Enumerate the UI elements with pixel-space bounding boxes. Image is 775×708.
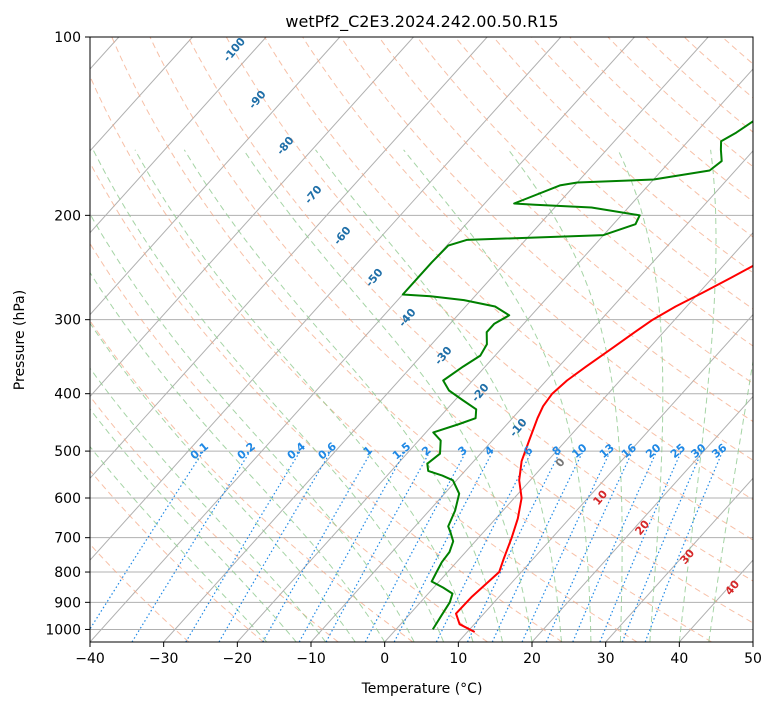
dry-adiabat <box>90 242 488 642</box>
y-tick-label: 800 <box>54 565 81 581</box>
isotherm-line <box>90 37 562 561</box>
moist-adiabat <box>90 271 386 642</box>
moist-adiabat <box>90 367 327 642</box>
isotherm-line <box>90 37 341 316</box>
mixing-ratio-line <box>90 450 204 631</box>
dry-adiabat <box>416 37 753 347</box>
moist-adiabat <box>617 149 664 642</box>
mixing-ratio-line <box>131 450 251 642</box>
y-tick-label: 400 <box>54 387 81 403</box>
x-tick-label: −40 <box>75 651 105 667</box>
dry-adiabat <box>225 37 753 541</box>
y-axis-ticks: 100 200 300 400 500 600 700 800 900 1000 <box>45 30 90 638</box>
chart-title: wetPf2_C2E3.2024.242.00.50.R15 <box>285 12 558 32</box>
isotherm-line <box>90 37 488 480</box>
moist-adiabat <box>508 149 623 642</box>
dry-adiabat <box>340 37 753 423</box>
y-tick-label: 100 <box>54 30 81 46</box>
y-axis-label: Pressure (hPa) <box>12 290 28 390</box>
moist-adiabat <box>90 408 297 642</box>
isotherm-line <box>90 37 635 642</box>
dry-adiabat <box>607 37 753 168</box>
dry-adiabat <box>187 37 753 582</box>
y-tick-label: 600 <box>54 491 81 507</box>
mixing-ratio-line <box>364 450 467 642</box>
mixing-ratio-line <box>325 450 431 642</box>
plot-frame <box>89 36 754 643</box>
mixing-ratio-line <box>545 450 634 642</box>
moist-adiabat <box>403 149 592 642</box>
moist-adiabat <box>90 445 268 642</box>
moist-adiabat <box>92 149 445 642</box>
dry-adiabat <box>90 161 563 642</box>
y-tick-label: 1000 <box>45 622 81 638</box>
x-axis-ticks: −40 −30 −20 −10 0 10 20 30 40 50 <box>75 642 762 667</box>
moist-adiabat <box>134 149 474 642</box>
dry-adiabat <box>111 37 712 642</box>
dewpoint-profile <box>401 120 753 630</box>
plot-area <box>90 37 753 642</box>
series-layer <box>401 120 753 633</box>
dry-adiabat <box>493 37 753 274</box>
y-tick-label: 900 <box>54 595 81 611</box>
temperature-profile <box>455 264 753 633</box>
mixing-ratio-line <box>572 450 658 642</box>
mixing-ratio-line <box>599 450 682 642</box>
x-tick-label: 0 <box>380 651 389 667</box>
isotherm-line <box>90 37 267 234</box>
mixing-ratio-line <box>298 450 406 642</box>
isotherm-line <box>605 477 753 642</box>
x-tick-label: 10 <box>449 651 467 667</box>
y-tick-label: 300 <box>54 313 81 329</box>
x-tick-label: −10 <box>296 651 326 667</box>
dry-adiabat <box>378 37 753 384</box>
moist-adiabat <box>243 149 533 642</box>
isotherm-line <box>90 37 414 398</box>
x-tick-label: 20 <box>523 651 541 667</box>
moist-adiabat <box>678 149 717 642</box>
moist-adiabat <box>90 212 415 642</box>
dry-adiabat <box>264 37 753 501</box>
isotherm-line <box>531 395 753 642</box>
isotherm-line <box>310 150 753 642</box>
moist-adiabat <box>708 358 753 642</box>
isotherm-line <box>384 231 753 642</box>
isotherm-line <box>457 313 753 642</box>
moist-adiabat <box>183 149 503 642</box>
isotherm-line <box>163 37 709 642</box>
x-tick-label: −20 <box>223 651 253 667</box>
background-lines <box>90 37 753 642</box>
x-tick-label: 50 <box>744 651 762 667</box>
x-tick-label: −30 <box>149 651 179 667</box>
y-tick-label: 200 <box>54 208 81 224</box>
mixing-ratio-line <box>435 450 533 642</box>
isotherm-line <box>90 37 193 152</box>
dry-adiabat <box>90 395 339 642</box>
dry-adiabat <box>90 320 414 642</box>
dry-adiabat <box>149 37 753 624</box>
dry-adiabat <box>454 37 753 310</box>
y-tick-label: 500 <box>54 444 81 460</box>
x-axis-label: Temperature (°C) <box>361 681 483 697</box>
dry-adiabat <box>90 75 638 642</box>
x-tick-label: 30 <box>597 651 615 667</box>
moist-adiabat <box>315 149 562 642</box>
y-tick-label: 700 <box>54 531 81 547</box>
x-tick-label: 40 <box>670 651 688 667</box>
isotherm-line <box>236 68 753 642</box>
mixing-ratio-line <box>621 450 703 642</box>
mixing-ratio-line <box>644 450 724 642</box>
